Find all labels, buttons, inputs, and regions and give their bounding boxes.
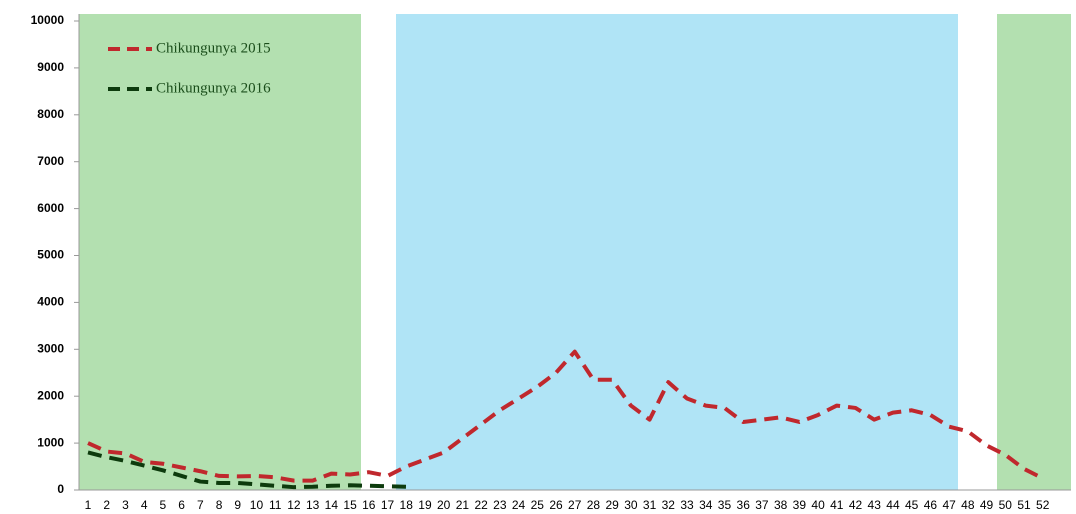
- y-tick-label: 7000: [37, 154, 64, 168]
- x-tick-label: 40: [811, 498, 825, 512]
- x-tick-label: 48: [961, 498, 975, 512]
- x-tick-label: 11: [269, 498, 282, 512]
- x-tick-label: 16: [362, 498, 376, 512]
- x-tick-label: 28: [587, 498, 601, 512]
- season-band: [79, 14, 361, 490]
- series-line: [87, 450, 407, 490]
- y-tick-label: 1000: [37, 435, 64, 449]
- x-tick-label: 10: [250, 498, 264, 512]
- x-tick-label: 5: [160, 498, 167, 512]
- x-tick-label: 34: [699, 498, 713, 512]
- x-tick-label: 30: [624, 498, 638, 512]
- x-tick-label: 6: [178, 498, 185, 512]
- y-tick-label: 2000: [37, 388, 64, 402]
- x-tick-label: 33: [680, 498, 694, 512]
- x-tick-label: 52: [1036, 498, 1050, 512]
- x-tick-label: 19: [418, 498, 432, 512]
- x-tick-label: 49: [980, 498, 994, 512]
- series-line: [87, 349, 1044, 483]
- x-tick-label: 4: [141, 498, 148, 512]
- x-tick-label: 7: [197, 498, 204, 512]
- x-tick-label: 32: [662, 498, 676, 512]
- x-tick-label: 43: [868, 498, 882, 512]
- x-tick-label: 9: [234, 498, 241, 512]
- x-tick-label: 17: [381, 498, 395, 512]
- x-tick-label: 29: [605, 498, 619, 512]
- x-tick-label: 42: [849, 498, 863, 512]
- x-tick-label: 22: [474, 498, 488, 512]
- x-tick-label: 25: [531, 498, 545, 512]
- x-tick-label: 41: [830, 498, 844, 512]
- x-tick-label: 1: [85, 498, 92, 512]
- x-tick-label: 15: [343, 498, 357, 512]
- x-tick-label: 24: [512, 498, 526, 512]
- x-tick-label: 8: [216, 498, 223, 512]
- x-tick-label: 36: [737, 498, 751, 512]
- y-tick-label: 9000: [37, 60, 64, 74]
- legend-label: Chikungunya 2015: [156, 40, 271, 56]
- x-tick-label: 37: [755, 498, 769, 512]
- x-tick-label: 38: [774, 498, 788, 512]
- x-tick-label: 39: [793, 498, 807, 512]
- x-tick-label: 44: [886, 498, 900, 512]
- x-tick-label: 12: [287, 498, 301, 512]
- x-tick-label: 31: [643, 498, 657, 512]
- y-tick-label: 4000: [37, 295, 64, 309]
- y-tick-label: 5000: [37, 248, 64, 262]
- y-tick-label: 6000: [37, 201, 64, 215]
- y-tick-label: 3000: [37, 341, 64, 355]
- x-tick-label: 51: [1017, 498, 1031, 512]
- season-band: [396, 14, 958, 490]
- x-tick-label: 27: [568, 498, 582, 512]
- legend-label: Chikungunya 2016: [156, 80, 271, 96]
- y-tick-label: 10000: [31, 13, 65, 27]
- x-tick-label: 47: [942, 498, 956, 512]
- x-tick-label: 46: [924, 498, 938, 512]
- season-band: [997, 14, 1071, 490]
- x-tick-label: 14: [325, 498, 339, 512]
- x-tick-label: 2: [103, 498, 110, 512]
- x-tick-label: 35: [718, 498, 732, 512]
- x-tick-label: 26: [549, 498, 563, 512]
- y-tick-label: 8000: [37, 107, 64, 121]
- x-tick-label: 20: [437, 498, 451, 512]
- x-tick-label: 3: [122, 498, 129, 512]
- x-tick-label: 13: [306, 498, 320, 512]
- x-tick-label: 50: [999, 498, 1013, 512]
- x-tick-label: 18: [400, 498, 414, 512]
- x-tick-label: 21: [456, 498, 470, 512]
- x-tick-label: 23: [493, 498, 507, 512]
- y-tick-label: 0: [57, 482, 64, 496]
- x-tick-label: 45: [905, 498, 919, 512]
